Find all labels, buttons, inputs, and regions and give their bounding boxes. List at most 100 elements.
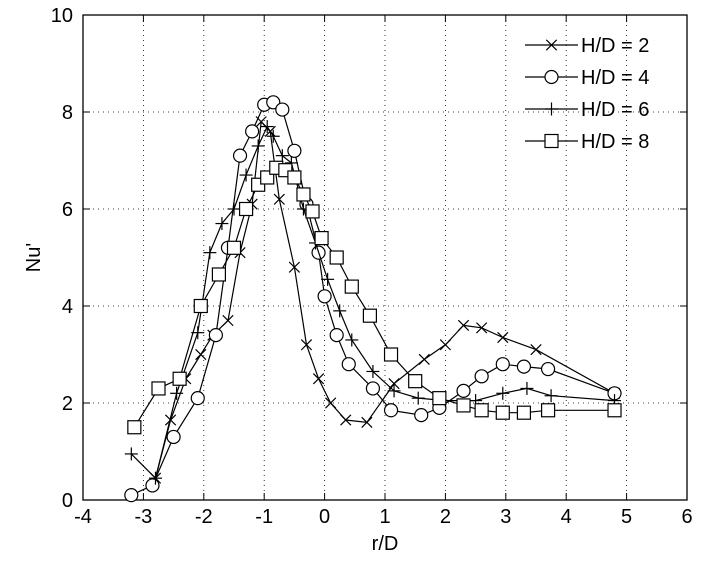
data-point [300,339,313,351]
x-tick-label: 1 [379,506,390,528]
x-tick-label: -2 [195,506,213,528]
data-point [474,369,489,384]
data-point [273,193,285,205]
data-point [474,403,489,418]
series-4 [127,160,622,435]
data-point [170,386,184,400]
data-point [345,333,359,347]
y-tick-label: 2 [62,393,73,415]
y-tick-label: 4 [62,296,73,318]
data-point [516,405,532,420]
data-point [321,272,335,286]
data-point [439,339,452,351]
data-point [166,429,181,445]
data-point [495,357,510,372]
data-point [148,471,162,485]
data-point [226,240,242,255]
data-point [456,383,471,398]
data-point [275,102,290,117]
data-point [456,398,471,413]
x-axis-label: r/D [372,533,399,555]
data-point [287,170,302,185]
legend-entry: H/D = 4 [525,67,649,89]
data-point [232,148,248,163]
x-tick-label: -4 [74,506,92,528]
x-tick-label: 4 [561,506,572,528]
data-point [275,149,289,163]
axis-ticks [82,14,688,501]
data-point [383,403,399,418]
data-point [408,374,423,389]
data-point [190,391,205,406]
legend-label: H/D = 6 [581,99,649,121]
data-point [193,298,208,314]
grid-lines [83,15,687,500]
data-point [362,308,377,323]
x-tick-label: -3 [135,506,153,528]
legend-label: H/D = 2 [581,35,649,57]
y-tick-label: 10 [51,5,73,27]
data-point [195,348,207,361]
axis-tick-labels: -4 -3 -2 -1 0 1 2 3 4 5 6 0 2 4 6 8 10 [51,5,693,528]
y-tick-label: 8 [62,102,73,124]
legend-marker [544,133,559,149]
legend-marker [545,102,558,116]
x-tick-label: 5 [621,506,632,528]
data-point [516,359,532,374]
data-point [203,246,217,260]
data-point [476,322,488,334]
data-point [215,217,229,231]
data-point [260,120,274,134]
data-point [366,364,380,378]
data-point [211,267,226,282]
data-point [432,391,447,406]
data-point [540,403,556,418]
data-point [227,202,241,216]
data-point [387,384,401,398]
x-tick-label: 2 [440,506,451,528]
data-point [411,391,425,405]
data-point [530,344,542,356]
data-point [124,447,138,461]
data-point [127,420,142,435]
legend-marker [544,69,559,85]
data-series [124,95,622,503]
data-point [266,129,280,143]
data-point [383,347,399,362]
data-point [361,416,373,429]
data-point [124,488,139,503]
data-point [239,168,253,182]
data-point [495,405,510,420]
data-point [329,250,344,265]
data-point [314,231,329,246]
data-point [329,328,344,343]
data-point [251,139,265,153]
data-point [496,386,510,400]
data-point [520,381,534,395]
data-point [317,289,332,304]
data-point [245,124,260,139]
legend-label: H/D = 8 [581,131,649,153]
data-point [305,204,320,219]
x-tick-label: 0 [319,506,330,528]
data-point [325,397,337,409]
x-tick-label: 3 [500,506,511,528]
data-point [333,304,347,318]
data-point [151,381,166,396]
data-point [172,371,187,386]
legend-marker [545,39,558,51]
x-tick-label: 6 [681,506,692,528]
data-point [457,319,470,332]
data-point [544,389,558,403]
legend: H/D = 2 H/D = 4 H/D = 6 H/D = 8 [525,35,649,153]
data-point [312,373,325,385]
legend-label: H/D = 4 [581,67,649,89]
y-tick-label: 0 [62,490,73,512]
data-point [222,314,234,327]
data-point [497,331,509,344]
data-point [296,187,311,202]
data-point [340,414,352,426]
y-tick-label: 6 [62,199,73,221]
x-tick-label: -1 [255,506,273,528]
